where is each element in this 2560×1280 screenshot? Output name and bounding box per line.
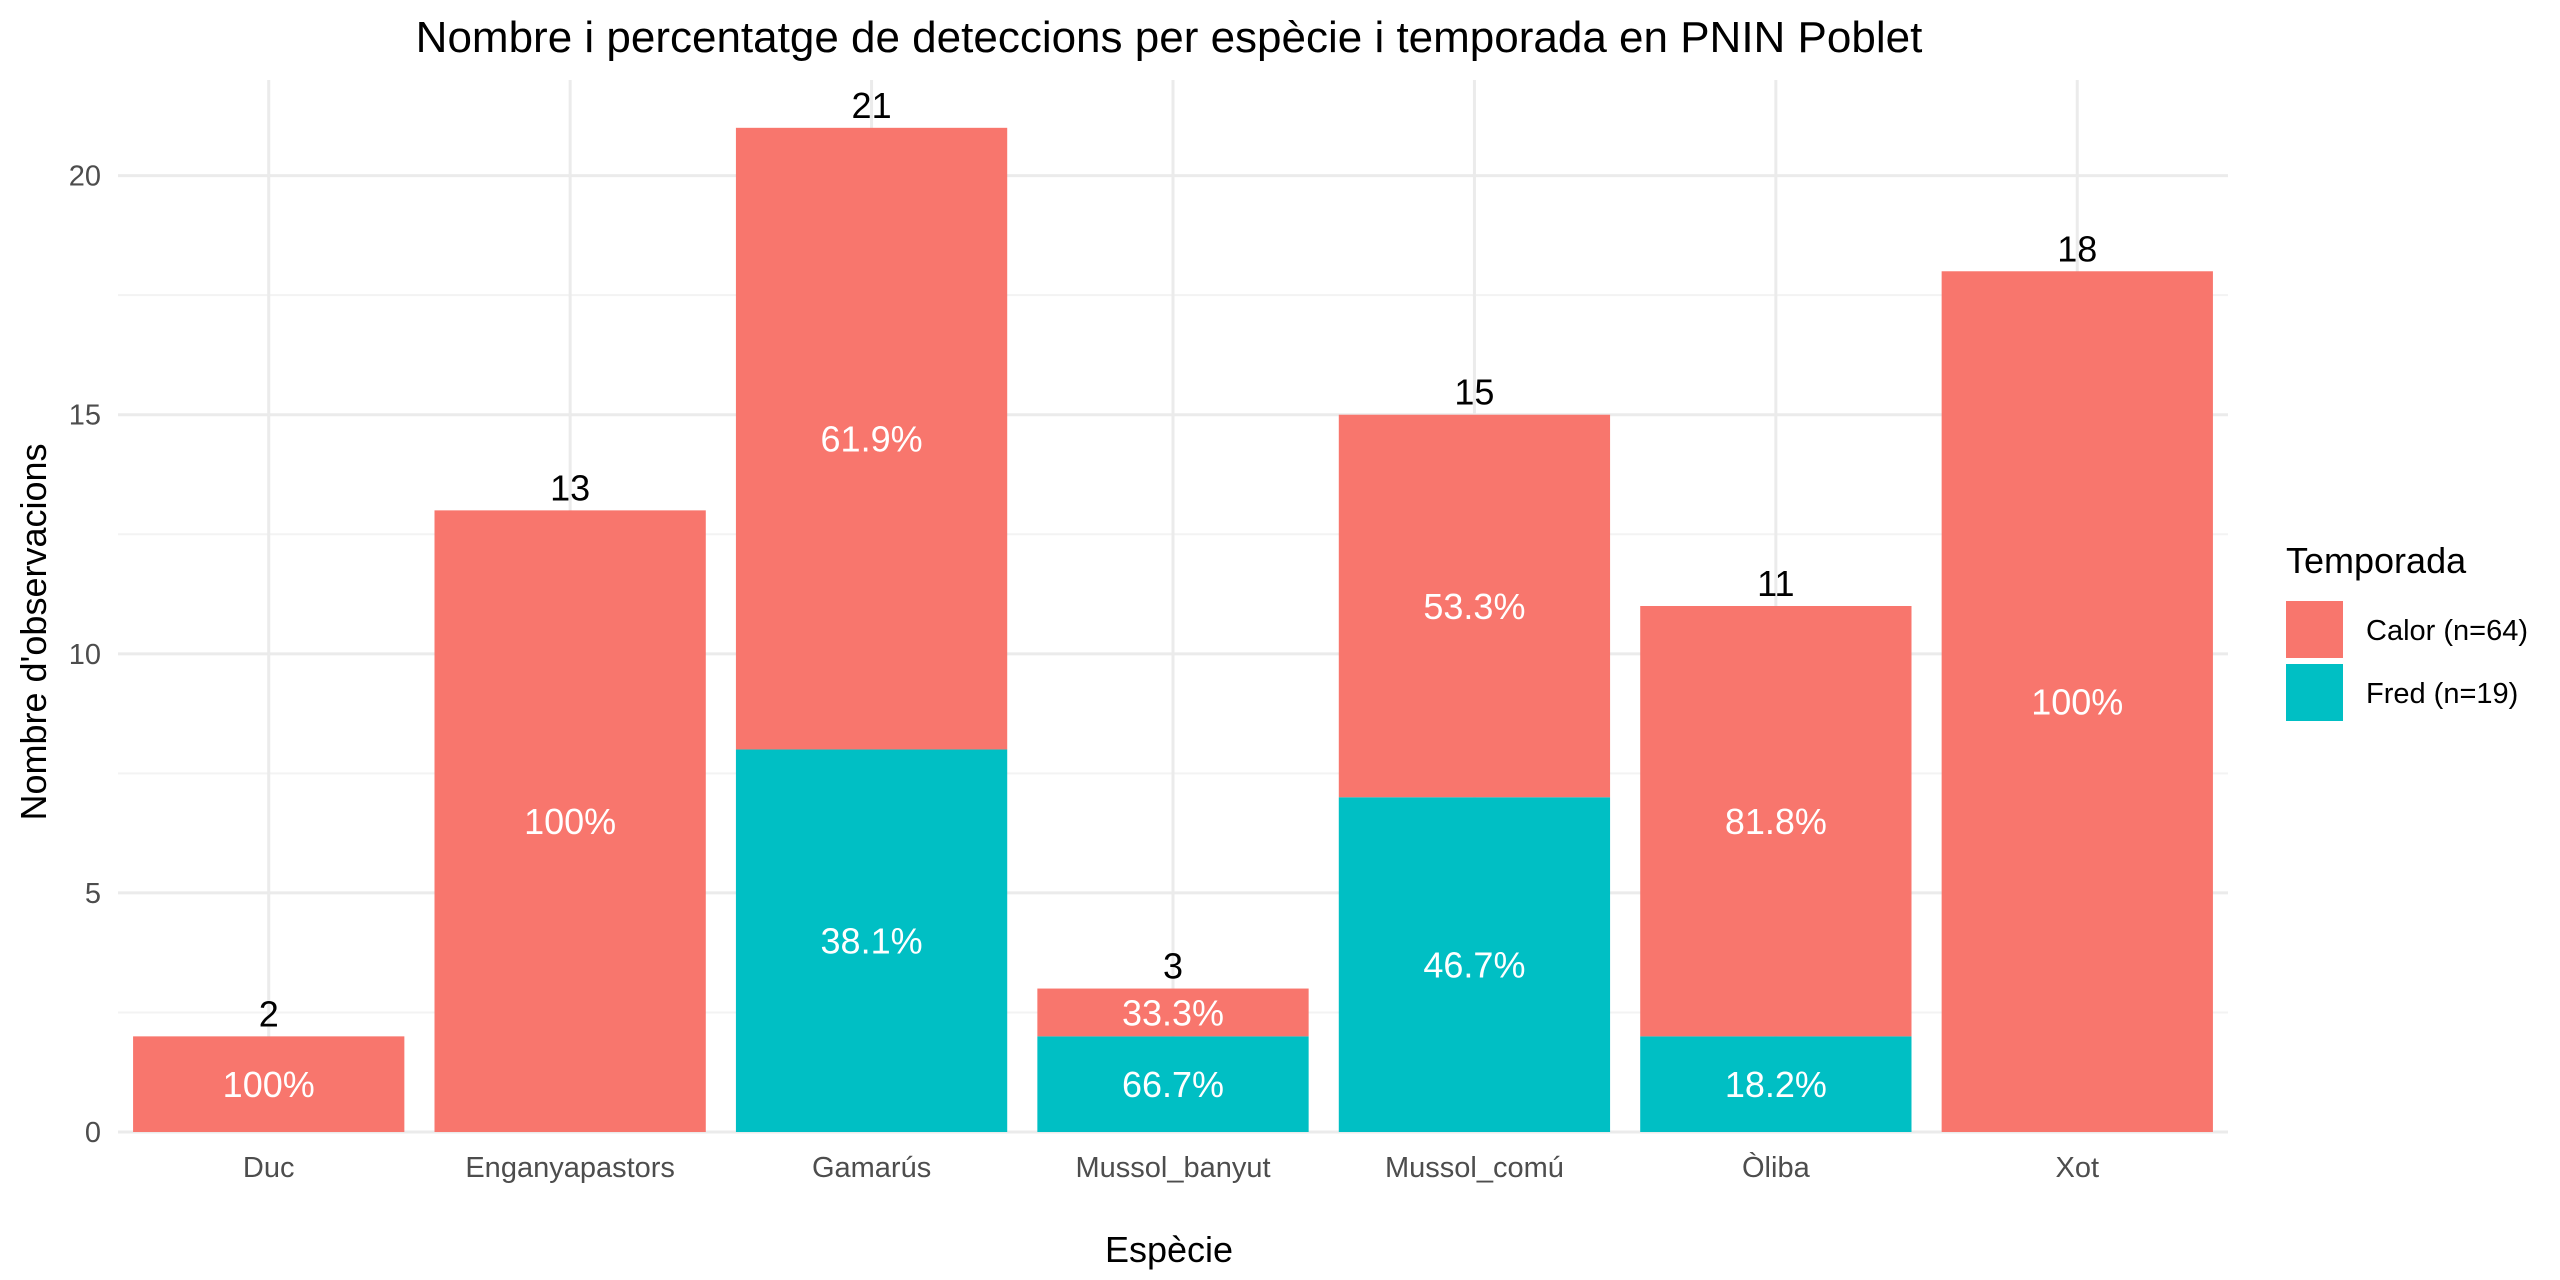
percentage-label: 66.7% (1122, 1064, 1224, 1105)
total-label: 13 (550, 467, 590, 508)
y-tick-label: 0 (85, 1117, 101, 1149)
bar-calor (434, 510, 706, 1132)
y-tick-label: 20 (69, 161, 101, 193)
bar-calor (1037, 988, 1309, 1037)
bar-calor (735, 127, 1008, 750)
percentage-label: 18.2% (1725, 1064, 1827, 1105)
bar-calor (1941, 271, 2213, 1133)
percentage-label: 61.9% (821, 419, 923, 460)
percentage-label: 46.7% (1423, 945, 1525, 986)
legend-label: Fred (n=19) (2366, 678, 2518, 710)
bar-calor (1640, 606, 1912, 1037)
legend-swatch (2286, 601, 2343, 658)
x-tick-label: Xot (2056, 1152, 2100, 1184)
x-tick-label: Òliba (1742, 1151, 1811, 1184)
x-tick-label: Mussol_comú (1385, 1152, 1564, 1184)
x-tick-label: Gamarús (812, 1152, 931, 1184)
axis-ticks: 0 5 10 15 20 Duc Enganyapastors Gamarús Mussol_b… (69, 161, 2099, 1184)
bar-calor (1338, 414, 1611, 798)
total-label: 18 (2057, 228, 2097, 269)
total-label: 3 (1163, 946, 1183, 987)
total-label: 11 (1757, 563, 1794, 604)
total-label: 15 (1454, 372, 1494, 413)
bar-fred (1640, 1036, 1912, 1132)
data-labels: 100% 2 100% 13 38.1% 61.9% 21 66.7% 33.3% 3 46.7% 5… (223, 85, 2124, 1105)
percentage-label: 33.3% (1122, 992, 1224, 1033)
percentage-label: 100% (524, 801, 616, 842)
y-axis-title: Nombre d'observacions (13, 443, 54, 820)
x-axis-title: Espècie (1105, 1229, 1233, 1270)
legend-label: Calor (n=64) (2366, 615, 2528, 647)
x-tick-label: Enganyapastors (465, 1152, 675, 1184)
percentage-label: 38.1% (821, 921, 923, 962)
x-tick-label: Mussol_banyut (1075, 1152, 1270, 1184)
percentage-label: 53.3% (1423, 586, 1525, 627)
legend-swatch (2286, 664, 2343, 721)
legend: Temporada Calor (n=64) Fred (n=19) (2286, 540, 2528, 721)
y-tick-label: 10 (69, 639, 101, 671)
chart-title: Nombre i percentatge de deteccions per e… (416, 13, 1923, 62)
bars (133, 127, 2213, 1133)
bar-calor (133, 1036, 405, 1132)
total-label: 2 (259, 993, 279, 1034)
percentage-label: 100% (2031, 682, 2123, 723)
y-tick-label: 5 (85, 878, 101, 910)
bar-fred (1037, 1036, 1309, 1132)
percentage-label: 81.8% (1725, 801, 1827, 842)
bar-fred (735, 749, 1008, 1132)
legend-title: Temporada (2286, 540, 2467, 581)
total-label: 21 (852, 85, 892, 126)
y-tick-label: 15 (69, 400, 101, 432)
x-tick-label: Duc (243, 1152, 295, 1184)
percentage-label: 100% (223, 1064, 315, 1105)
bar-fred (1338, 797, 1611, 1132)
